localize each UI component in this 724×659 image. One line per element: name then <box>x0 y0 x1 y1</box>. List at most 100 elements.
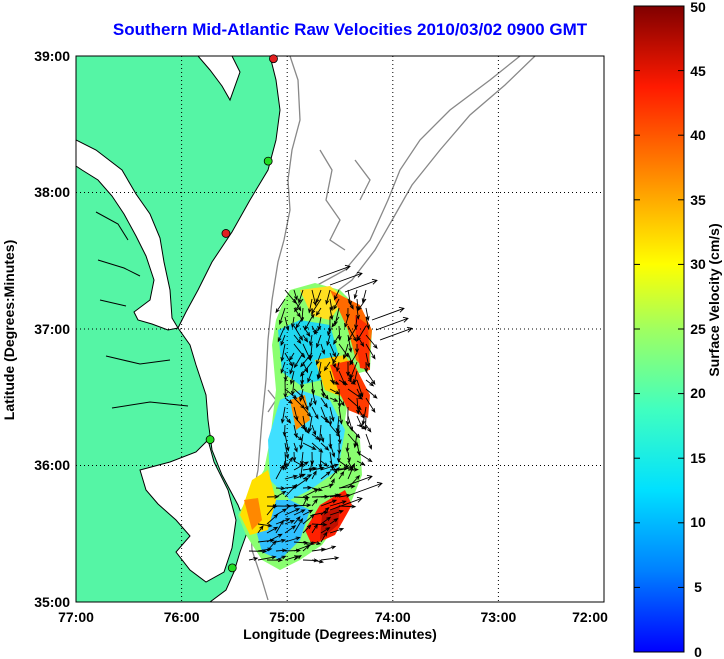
y-axis-title: Latitude (Degrees:Minutes) <box>1 240 17 420</box>
velocity-arrow <box>302 513 315 525</box>
velocity-arrow <box>266 513 279 525</box>
velocity-arrow <box>313 325 322 335</box>
velocity-arrow <box>311 442 324 453</box>
velocity-arrow <box>329 518 339 525</box>
velocity-arrow <box>311 470 317 480</box>
velocity-arrow <box>299 433 304 450</box>
velocity-arrow <box>329 466 340 480</box>
velocity-arrow <box>329 307 334 321</box>
velocity-arrow <box>257 555 277 561</box>
velocity-arrow <box>344 278 378 293</box>
colorbar-title: Surface Velocity (cm/s) <box>706 223 722 376</box>
velocity-arrow <box>295 316 304 329</box>
velocity-arrow <box>275 538 287 543</box>
velocity-arrow <box>293 442 298 453</box>
velocity-arrow <box>356 334 365 348</box>
x-tick-label: 74:00 <box>375 609 411 625</box>
velocity-arrow <box>347 370 352 383</box>
velocity-arrow <box>371 306 405 321</box>
velocity-arrow <box>347 298 354 310</box>
velocity-arrow <box>311 559 324 564</box>
velocity-arrow <box>316 352 322 366</box>
velocity-arrow <box>357 298 367 312</box>
velocity-arrow <box>317 370 322 380</box>
velocity-arrow <box>302 424 310 434</box>
velocity-arrow <box>320 506 330 516</box>
velocity-arrow <box>325 289 331 306</box>
colorbar-tick-label: 15 <box>690 450 706 466</box>
velocity-arrow <box>293 307 301 318</box>
velocity-arrow <box>326 325 331 337</box>
velocity-arrow <box>329 493 342 498</box>
velocity-arrow <box>293 503 312 508</box>
velocity-arrow <box>356 388 362 399</box>
colorbar-tick-label: 10 <box>690 514 706 530</box>
chart-title: Southern Mid-Atlantic Raw Velocities 201… <box>112 20 588 39</box>
velocity-arrow <box>289 361 295 375</box>
velocity-arrow <box>302 397 309 411</box>
velocity-arrow <box>302 474 313 480</box>
velocity-arrow <box>337 325 342 342</box>
velocity-arrow <box>347 475 361 489</box>
velocity-arrow <box>275 486 286 491</box>
velocity-arrow <box>283 370 288 382</box>
x-tick-label: 72:00 <box>572 609 608 625</box>
velocity-arrow <box>302 325 311 337</box>
pamlico-sound <box>139 439 237 583</box>
station-marker <box>269 54 278 64</box>
velocity-arrow <box>329 343 336 358</box>
velocity-arrow <box>320 442 330 451</box>
station-markers <box>205 54 278 573</box>
velocity-arrow <box>307 370 313 383</box>
y-tick-label: 35:00 <box>34 594 70 610</box>
velocity-arrow <box>311 466 325 471</box>
velocity-arrow <box>284 442 290 460</box>
velocity-arrow <box>310 307 315 320</box>
x-tick-label: 75:00 <box>269 609 305 625</box>
velocity-arrow <box>329 496 363 511</box>
velocity-arrow <box>275 519 284 534</box>
y-tick-label: 37:00 <box>34 321 70 337</box>
velocity-arrow <box>329 379 340 385</box>
x-tick-label: 73:00 <box>480 609 516 625</box>
velocity-arrow <box>266 503 277 516</box>
velocity-arrow <box>302 509 314 516</box>
velocity-arrow <box>293 289 298 301</box>
velocity-arrow <box>311 522 328 527</box>
velocity-arrow <box>257 523 273 528</box>
velocity-arrow <box>320 471 331 480</box>
colorbar: 0 5 10 15 20 25 30 35 40 45 50 Surface V… <box>633 0 722 659</box>
velocity-arrow <box>331 316 340 328</box>
velocity-arrow <box>266 533 283 543</box>
velocity-arrow <box>345 406 350 427</box>
velocity-arrow <box>365 424 372 433</box>
velocity-arrow <box>299 388 304 403</box>
velocity-arrow <box>293 461 309 471</box>
velocity-arrow <box>329 460 338 474</box>
velocity-arrow <box>293 334 302 345</box>
velocity-arrow <box>333 334 340 345</box>
velocity-arrow <box>334 289 340 301</box>
velocity-arrow <box>338 379 348 386</box>
velocity-arrow <box>333 298 340 311</box>
velocity-arrow <box>311 433 321 441</box>
velocity-arrow <box>275 508 288 516</box>
velocity-arrow <box>329 478 335 489</box>
velocity-arrow <box>293 352 304 369</box>
velocity-arrow <box>275 555 287 561</box>
velocity-arrow <box>302 406 312 418</box>
velocity-arrow <box>342 343 349 360</box>
velocity-arrow <box>302 524 312 534</box>
velocity-arrow <box>320 433 325 443</box>
velocity-arrow <box>293 555 302 561</box>
velocity-arrow <box>337 433 342 445</box>
velocity-arrow <box>280 361 286 374</box>
velocity-arrow <box>308 397 313 408</box>
velocity-arrow <box>326 334 331 347</box>
velocity-arrow <box>293 473 306 480</box>
velocity-arrow <box>277 325 286 343</box>
velocity-arrow <box>320 397 328 409</box>
delaware-bay <box>197 56 241 102</box>
x-tick-label: 77:00 <box>58 609 94 625</box>
colorbar-tick-label: 0 <box>694 644 702 659</box>
